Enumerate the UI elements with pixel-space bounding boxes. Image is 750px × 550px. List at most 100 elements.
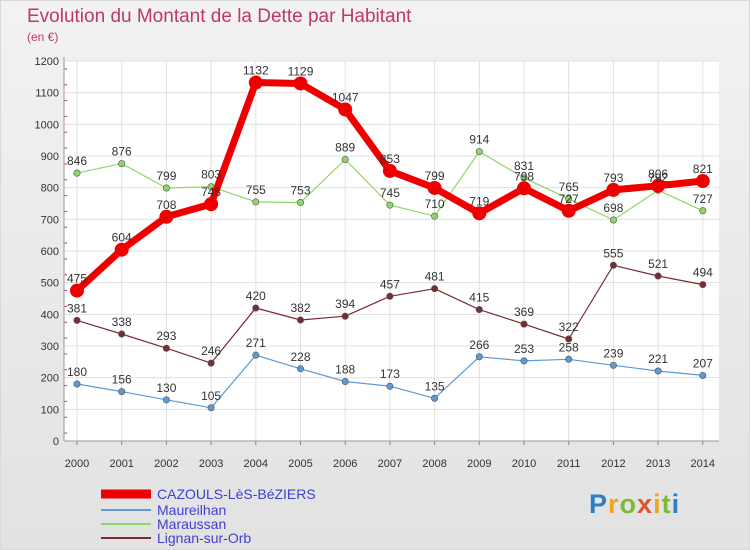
y-tick-label: 800 xyxy=(41,183,59,195)
data-point-maureilhan xyxy=(118,388,126,396)
data-point-cazouls xyxy=(114,242,129,257)
data-point-maureilhan xyxy=(431,394,439,402)
data-label-cazouls: 1047 xyxy=(332,90,359,104)
data-point-maureilhan xyxy=(73,380,81,388)
chart-title: Evolution du Montant de la Dette par Hab… xyxy=(27,6,412,27)
y-tick-label: 600 xyxy=(41,246,59,258)
legend-label-cazouls: CAZOULS-LèS-BéZIERS xyxy=(157,486,316,502)
x-tick-label: 2007 xyxy=(378,458,402,470)
x-tick-label: 2000 xyxy=(65,458,89,470)
y-tick-label: 400 xyxy=(41,309,59,321)
x-tick-label: 2010 xyxy=(512,458,536,470)
data-point-maureilhan xyxy=(475,353,483,361)
data-label-cazouls: 806 xyxy=(648,167,668,181)
x-tick-label: 2003 xyxy=(199,458,223,470)
y-tick-label: 200 xyxy=(41,373,59,385)
data-label-maureilhan: 188 xyxy=(335,362,355,376)
data-label-lignan: 293 xyxy=(156,329,176,343)
data-label-lignan: 246 xyxy=(201,344,221,358)
grid-layer xyxy=(64,60,719,441)
data-point-maureilhan xyxy=(609,361,617,369)
data-point-maraussan xyxy=(386,201,394,209)
data-label-maureilhan: 130 xyxy=(156,381,176,395)
data-point-cazouls xyxy=(382,163,397,178)
data-point-maureilhan xyxy=(386,382,394,390)
data-label-cazouls: 1129 xyxy=(288,64,314,78)
data-point-lignan xyxy=(162,344,170,352)
data-point-lignan xyxy=(341,312,349,320)
data-label-maureilhan: 173 xyxy=(380,367,400,381)
data-point-maureilhan xyxy=(565,355,573,363)
x-tick-label: 2004 xyxy=(244,458,268,470)
logo-letter: P xyxy=(589,489,609,519)
data-point-maraussan xyxy=(699,207,707,215)
data-label-maureilhan: 258 xyxy=(559,340,579,354)
y-tick-label: 0 xyxy=(53,436,59,448)
logo-letter: o xyxy=(619,489,638,519)
data-label-maureilhan: 228 xyxy=(290,350,310,364)
data-point-maureilhan xyxy=(341,377,349,385)
legend-layer: CAZOULS-LèS-BéZIERSMaureilhanMaraussanLi… xyxy=(101,486,316,546)
data-label-maraussan: 846 xyxy=(67,154,87,168)
data-label-maureilhan: 253 xyxy=(514,342,534,356)
data-label-maraussan: 799 xyxy=(156,169,176,183)
data-label-cazouls: 799 xyxy=(425,169,445,183)
data-label-maraussan: 914 xyxy=(469,133,489,147)
data-label-extra: 792 xyxy=(648,171,668,185)
data-point-maraussan xyxy=(565,195,573,203)
data-point-cazouls xyxy=(561,203,576,218)
data-label-lignan: 369 xyxy=(514,305,534,319)
data-point-cazouls xyxy=(70,283,84,298)
data-point-lignan xyxy=(386,292,394,300)
data-label-lignan: 481 xyxy=(425,270,445,284)
data-label-maraussan: 765 xyxy=(559,180,579,194)
data-point-lignan xyxy=(296,316,304,324)
x-tick-label: 2011 xyxy=(557,458,581,470)
data-point-maureilhan xyxy=(520,357,528,365)
data-label-cazouls: 708 xyxy=(156,198,176,212)
logo-letter: x xyxy=(637,489,654,519)
x-tick-label: 2009 xyxy=(467,458,491,470)
x-tick-label: 2006 xyxy=(333,458,357,470)
data-point-lignan xyxy=(431,285,439,293)
data-point-lignan xyxy=(699,281,707,289)
data-point-cazouls xyxy=(472,206,487,221)
y-tick-label: 1000 xyxy=(35,119,59,131)
logo-letter: i xyxy=(653,489,662,519)
y-tick-label: 500 xyxy=(41,278,59,290)
data-label-maureilhan: 239 xyxy=(603,346,623,360)
data-label-lignan: 521 xyxy=(648,257,668,271)
data-point-maraussan xyxy=(162,184,170,192)
y-tick-label: 300 xyxy=(41,341,59,353)
legend-label-maureilhan: Maureilhan xyxy=(157,502,226,518)
data-point-lignan xyxy=(207,359,215,367)
data-point-maraussan xyxy=(520,174,528,182)
axis-layer: 0 100 200 300 400 500 600 700 800 900 1000 1100 1200… xyxy=(35,56,719,470)
x-tick-label: 2005 xyxy=(288,458,312,470)
data-point-maureilhan xyxy=(162,396,170,404)
data-label-lignan: 494 xyxy=(693,266,713,280)
data-point-cazouls xyxy=(159,209,174,224)
data-point-lignan xyxy=(252,304,260,312)
data-label-cazouls: 853 xyxy=(380,152,400,166)
data-label-maraussan: 876 xyxy=(112,145,132,159)
data-label-cazouls: 604 xyxy=(112,231,132,245)
data-label-maureilhan: 221 xyxy=(648,352,668,366)
data-label-extra: 727 xyxy=(559,192,579,206)
x-tick-label: 2013 xyxy=(646,458,670,470)
data-point-cazouls xyxy=(293,76,308,91)
data-label-cazouls: 719 xyxy=(469,194,489,208)
y-tick-label: 900 xyxy=(41,151,59,163)
data-point-maureilhan xyxy=(654,367,662,375)
y-tick-label: 100 xyxy=(41,404,59,416)
data-point-maraussan xyxy=(475,148,483,156)
data-point-cazouls xyxy=(427,180,442,195)
data-label-lignan: 381 xyxy=(67,301,87,315)
data-label-maraussan: 710 xyxy=(425,197,445,211)
data-point-maureilhan xyxy=(699,371,707,379)
chart-unit: (en €) xyxy=(27,30,59,44)
data-point-maraussan xyxy=(341,155,349,163)
data-point-maureilhan xyxy=(296,365,304,373)
